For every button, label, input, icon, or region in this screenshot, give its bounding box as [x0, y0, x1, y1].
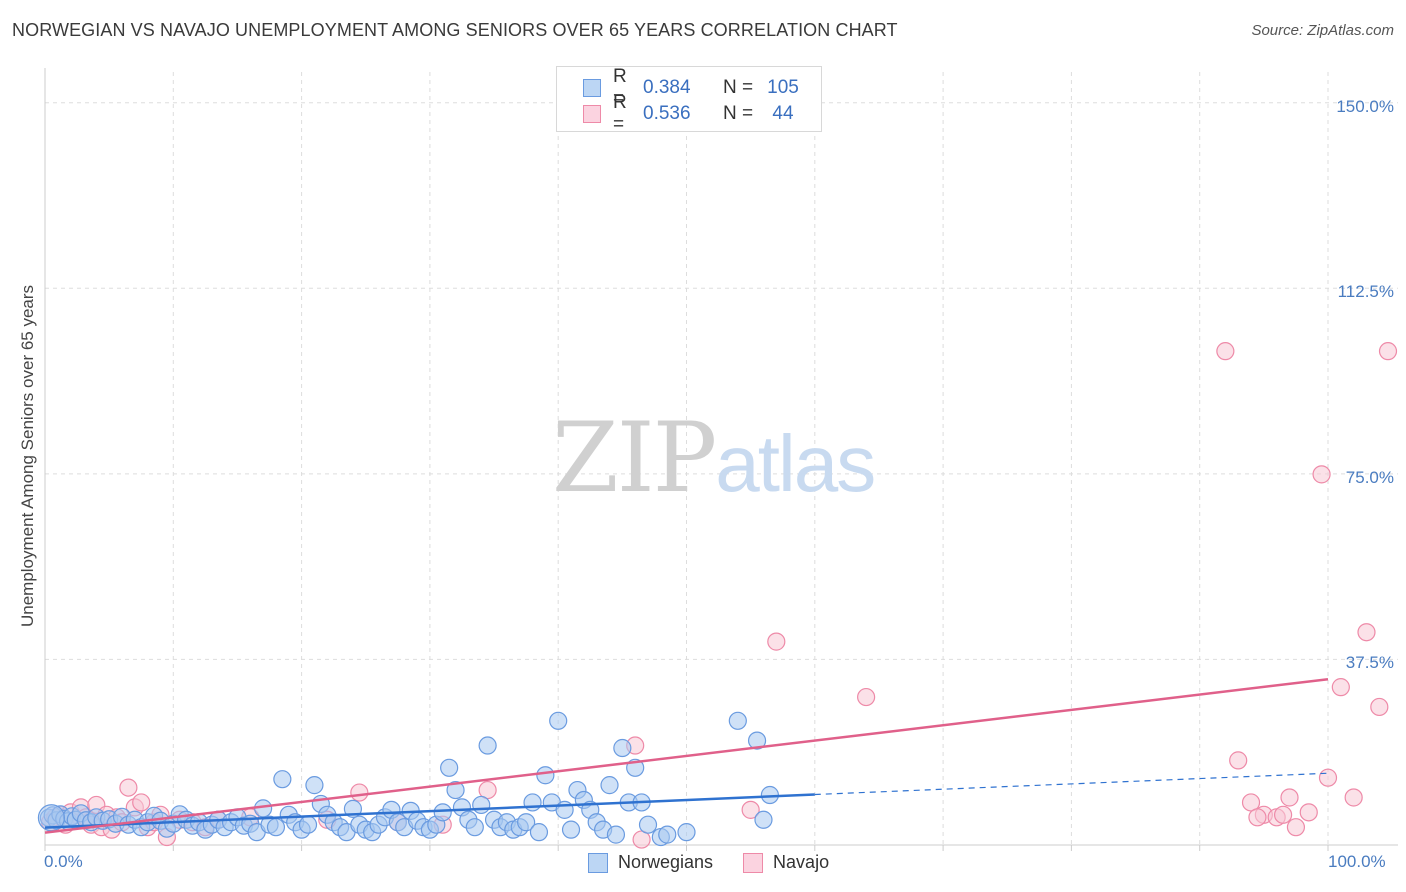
y-tick-label: 75.0% — [1345, 467, 1394, 487]
points-layer — [37, 342, 1398, 849]
legend-n-value: 44 — [772, 103, 794, 124]
chart-source: Source: ZipAtlas.com — [1251, 22, 1394, 39]
x-tick-label-min: 0.0% — [44, 852, 83, 871]
navajo-point — [1344, 788, 1363, 807]
x-tick-label-max: 100.0% — [1328, 852, 1386, 871]
trend-layer — [44, 677, 1329, 834]
norwegians-point — [305, 776, 324, 795]
norwegians-point — [298, 815, 318, 834]
navajo-point — [1299, 803, 1318, 822]
norwegians-point — [613, 738, 632, 758]
norwegians-point — [561, 820, 581, 839]
legend-r-value: 0.384 — [643, 77, 691, 98]
legend-item-norwegians[interactable]: Norwegians — [588, 852, 713, 873]
watermark: ZIPatlas — [552, 402, 876, 514]
norwegians-point — [677, 823, 696, 842]
navajo-trendline — [44, 677, 1329, 834]
navajo-point — [1378, 342, 1398, 361]
navajo-point — [1273, 805, 1293, 824]
norwegians-point — [549, 711, 568, 730]
navajo-point — [132, 793, 151, 812]
grid-layer — [45, 72, 1398, 845]
norwegians-point — [728, 711, 747, 730]
y-axis-label: Unemployment Among Seniors over 65 years — [18, 284, 37, 628]
norwegians-point — [266, 818, 286, 837]
norwegians-trendline — [44, 793, 815, 829]
navajo-point — [1280, 788, 1299, 807]
navajo-point — [767, 632, 786, 651]
legend-r-label: R = — [613, 66, 627, 109]
legend-n-label: N = — [723, 103, 754, 124]
navajo-point — [1248, 808, 1267, 827]
legend-row-norwegians: R = 0.384 N = 105 — [583, 66, 803, 109]
norwegians-point — [536, 766, 555, 785]
legend-label-navajo: Navajo — [773, 852, 830, 872]
norwegians-point — [273, 770, 292, 789]
norwegians-point — [600, 776, 619, 795]
correlation-legend: R = 0.384 N = 105 R = 0.536 N = 44 — [556, 66, 822, 135]
norwegians-point — [517, 813, 536, 832]
norwegians-point — [658, 825, 677, 844]
norwegians-point — [440, 758, 459, 777]
legend-n-value: 105 — [767, 77, 799, 98]
navajo-point — [350, 783, 369, 802]
norwegians-point — [747, 731, 767, 750]
norwegians-point — [433, 803, 452, 822]
y-tick-label: 37.5% — [1345, 653, 1394, 673]
legend-swatch-blue — [583, 79, 601, 97]
legend-item-navajo[interactable]: Navajo — [743, 852, 829, 873]
chart-title: NORWEGIAN VS NAVAJO UNEMPLOYMENT AMONG S… — [12, 20, 898, 40]
norwegians-point — [472, 795, 491, 815]
navajo-point — [741, 800, 760, 819]
norwegians-point — [446, 780, 465, 800]
norwegians-point — [606, 825, 626, 844]
legend-swatch-pink — [743, 852, 764, 873]
navajo-point — [857, 687, 876, 707]
navajo-point — [1318, 768, 1338, 787]
norwegians-point — [478, 736, 497, 755]
norwegians-point — [523, 793, 542, 812]
navajo-point — [1216, 342, 1235, 361]
navajo-point — [1370, 697, 1389, 717]
series-legend: Norwegians Navajo — [588, 852, 859, 873]
legend-r-value: 0.536 — [643, 103, 691, 124]
legend-swatch-blue — [588, 852, 608, 873]
navajo-point — [1312, 465, 1331, 484]
norwegians-point — [529, 823, 549, 842]
norwegians-point — [638, 815, 658, 834]
navajo-point — [1331, 678, 1350, 697]
norwegians-point — [465, 818, 484, 837]
y-tick-label: 112.5% — [1337, 282, 1394, 302]
norwegians-point — [754, 810, 773, 829]
legend-label-norwegians: Norwegians — [618, 852, 714, 872]
legend-r-label: R = — [613, 92, 627, 135]
navajo-point — [1357, 623, 1376, 642]
navajo-point — [1229, 751, 1248, 770]
y-tick-label: 150.0% — [1336, 96, 1394, 116]
norwegians-trendline-extension — [814, 772, 1329, 796]
legend-row-navajo: R = 0.536 N = 44 — [583, 92, 803, 135]
watermark-zip: ZIP — [552, 402, 717, 514]
navajo-point — [1286, 818, 1306, 837]
legend-swatch-pink — [583, 105, 601, 123]
legend-n-label: N = — [723, 77, 754, 98]
navajo-point — [119, 778, 138, 797]
axis-layer — [44, 68, 1398, 851]
watermark-atlas: atlas — [715, 419, 876, 508]
